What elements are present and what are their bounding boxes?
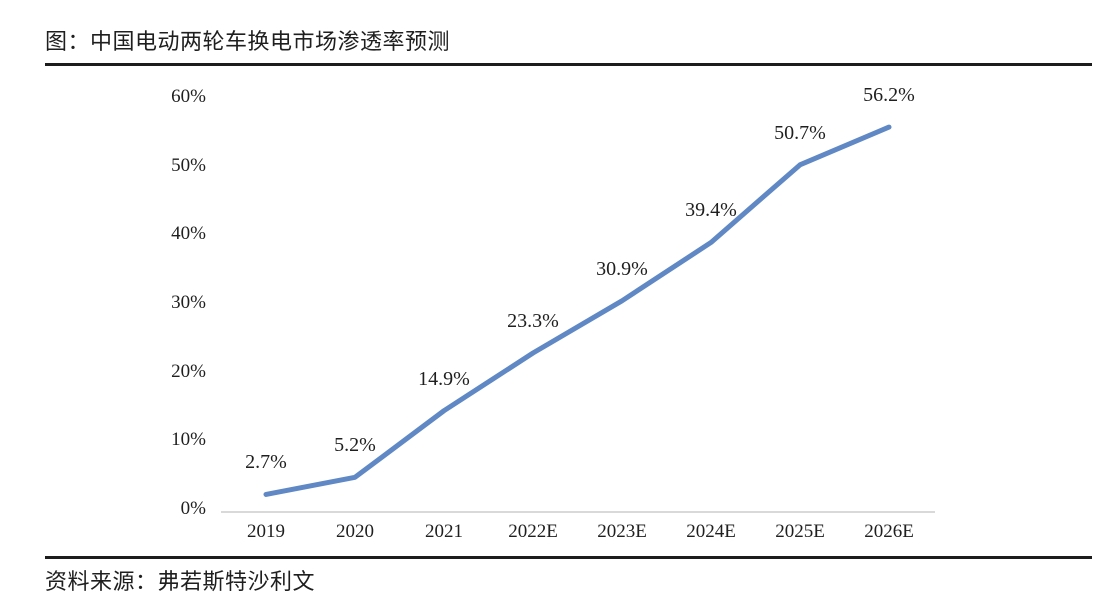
- y-tick-label: 40%: [171, 223, 206, 245]
- data-label: 14.9%: [418, 367, 470, 390]
- x-axis-line: [221, 511, 935, 513]
- source-note: 资料来源：弗若斯特沙利文: [45, 569, 316, 594]
- title-divider: [45, 63, 1092, 66]
- data-label: 56.2%: [863, 84, 915, 107]
- figure-title: 图：中国电动两轮车换电市场渗透率预测: [45, 29, 451, 54]
- y-tick-label: 0%: [180, 498, 206, 519]
- data-label: 5.2%: [334, 434, 376, 457]
- y-tick-label: 20%: [171, 360, 206, 382]
- x-tick-label: 2026E: [864, 521, 914, 542]
- y-tick-label: 30%: [171, 292, 206, 313]
- source-divider: [45, 556, 1092, 559]
- data-label: 50.7%: [774, 121, 826, 144]
- x-tick-label: 2022E: [508, 521, 558, 542]
- y-tick-label: 10%: [171, 429, 206, 451]
- x-tick-label: 2021: [425, 521, 463, 542]
- x-tick-label: 2019: [247, 521, 285, 542]
- data-label: 30.9%: [596, 257, 648, 280]
- y-tick-label: 50%: [171, 154, 206, 176]
- x-tick-label: 2020: [336, 521, 374, 542]
- x-tick-label: 2023E: [597, 521, 647, 542]
- y-tick-label: 60%: [171, 86, 206, 107]
- x-tick-label: 2025E: [775, 521, 825, 542]
- data-label: 39.4%: [685, 199, 737, 222]
- x-tick-label: 2024E: [686, 521, 736, 542]
- data-label: 2.7%: [245, 451, 287, 474]
- data-label: 23.3%: [507, 310, 559, 332]
- penetration-series-line: [263, 124, 892, 497]
